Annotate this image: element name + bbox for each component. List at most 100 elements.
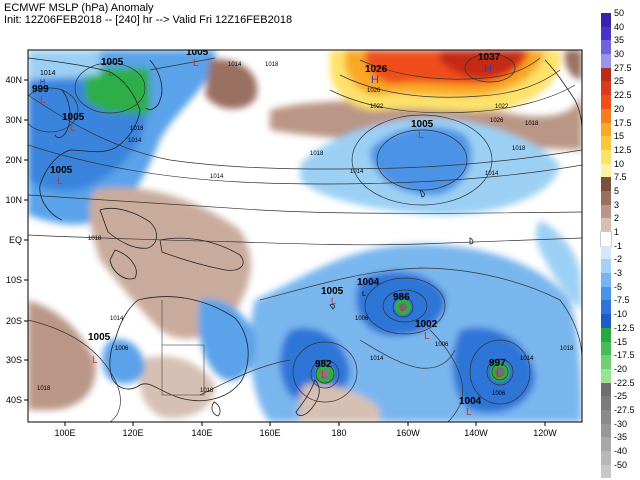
legend-label: -7.5: [614, 295, 630, 306]
anomaly-region: [370, 126, 472, 196]
legend-label: -30: [614, 418, 628, 429]
coastline: [211, 401, 221, 417]
legend-swatch: [601, 341, 611, 356]
isobar-label: 1006: [435, 342, 449, 348]
coastline: [99, 207, 157, 249]
legend-swatch: [601, 423, 611, 438]
isobar: [28, 87, 79, 133]
legend-label: 15: [614, 131, 625, 142]
legend-entry: 12.5: [601, 145, 639, 164]
coastlines: [28, 57, 582, 417]
x-tick-label: 120E: [122, 428, 143, 438]
isobar-label: 1018: [512, 146, 526, 152]
legend-entry: -7.5: [601, 295, 639, 315]
coastline: [419, 189, 425, 198]
isobar-label: 1022: [370, 104, 384, 110]
y-tick-label: 30N: [5, 115, 22, 125]
isobar: [351, 114, 493, 206]
isobar: [74, 62, 146, 114]
pressure-center: 1004 L: [357, 277, 380, 298]
isobar-label: 1018: [525, 121, 539, 127]
legend-label: 17.5: [614, 117, 632, 128]
pressure-value: 1005: [321, 286, 344, 297]
map-subtitle: Init: 12Z06FEB2018 -- [240] hr --> Valid…: [4, 14, 293, 26]
low-marker: L: [418, 130, 424, 141]
low-marker: L: [40, 95, 46, 106]
legend-swatch: [601, 382, 611, 397]
x-tick-label: 180: [331, 428, 346, 438]
isobar-label: 1014: [520, 356, 534, 362]
legend-swatch: [601, 40, 611, 55]
pressure-value: 986: [393, 292, 410, 303]
isobar: [28, 234, 582, 246]
anomaly-region: [28, 300, 96, 410]
x-tick-label: 120W: [533, 428, 557, 438]
legend-label: -1: [614, 240, 623, 251]
legend-swatch: [601, 149, 611, 164]
legend-entry: -27.5: [601, 405, 639, 424]
pressure-value: 1005: [88, 332, 111, 343]
pressure-value: 999: [32, 84, 49, 95]
pressure-center: 1014 H: [40, 70, 56, 86]
low-marker: L: [362, 291, 366, 298]
pressure-value: 1014: [40, 70, 56, 77]
legend-swatch: [601, 177, 611, 191]
map-frame: [27, 49, 583, 423]
isobar: [392, 296, 414, 318]
pressure-value: 1004: [357, 277, 380, 288]
legend-entry: 3: [601, 200, 639, 219]
anomaly-map: 1014 1018 1018 1014 1018 1014 1018 1022 …: [5, 49, 583, 438]
coastline: [544, 59, 582, 131]
legend-entry: 40: [601, 22, 639, 41]
isobar-label: 1018: [37, 386, 51, 392]
legend-swatch: [601, 122, 611, 137]
x-tick-label: 140E: [191, 428, 212, 438]
coastline: [159, 237, 244, 271]
isobar-labels: 1014 1018 1018 1014 1018 1014 1018 1022 …: [37, 62, 574, 397]
legend-swatch: [601, 451, 611, 465]
legend-swatch: [601, 368, 611, 383]
coastline: [109, 296, 249, 402]
legend-swatch: [601, 218, 611, 232]
isobar-label: 1022: [495, 104, 509, 110]
isobar: [329, 84, 576, 114]
low-marker: L: [108, 68, 114, 79]
low-marker: L: [92, 355, 98, 366]
legend-label: 40: [614, 21, 625, 32]
isobar-label: 1026: [490, 118, 504, 124]
y-tick-label: 30S: [6, 355, 22, 365]
legend-label: -22.5: [614, 377, 635, 388]
isobar: [28, 194, 582, 214]
y-tick-label: EQ: [9, 235, 22, 245]
isobar: [382, 289, 428, 323]
isobar-label: 1006: [355, 316, 369, 322]
legend-swatch: [601, 286, 611, 301]
anomaly-region: [85, 68, 150, 115]
legend-entry: -30: [601, 419, 639, 438]
low-marker: L: [496, 369, 502, 380]
legend-swatch: [601, 26, 611, 41]
coastline: [329, 303, 335, 310]
low-marker: L: [400, 303, 405, 313]
isobar: [28, 319, 121, 422]
isobar: [199, 359, 291, 396]
legend-entry: -35: [601, 432, 639, 451]
legend-swatch: [601, 204, 611, 219]
legend-swatch: [601, 190, 611, 205]
anomaly-core: [320, 369, 330, 379]
legend-label: 5: [614, 185, 620, 196]
legend-entry: 20: [601, 104, 639, 123]
legend-label: 27.5: [614, 62, 632, 73]
legend-label: 20: [614, 103, 625, 114]
pressure-value: 1005: [62, 112, 85, 123]
legend-entry: 5: [601, 186, 639, 205]
legend-swatch: [601, 327, 611, 342]
legend-entry: -1: [601, 241, 639, 260]
legend-entry: -17.5: [601, 350, 639, 369]
